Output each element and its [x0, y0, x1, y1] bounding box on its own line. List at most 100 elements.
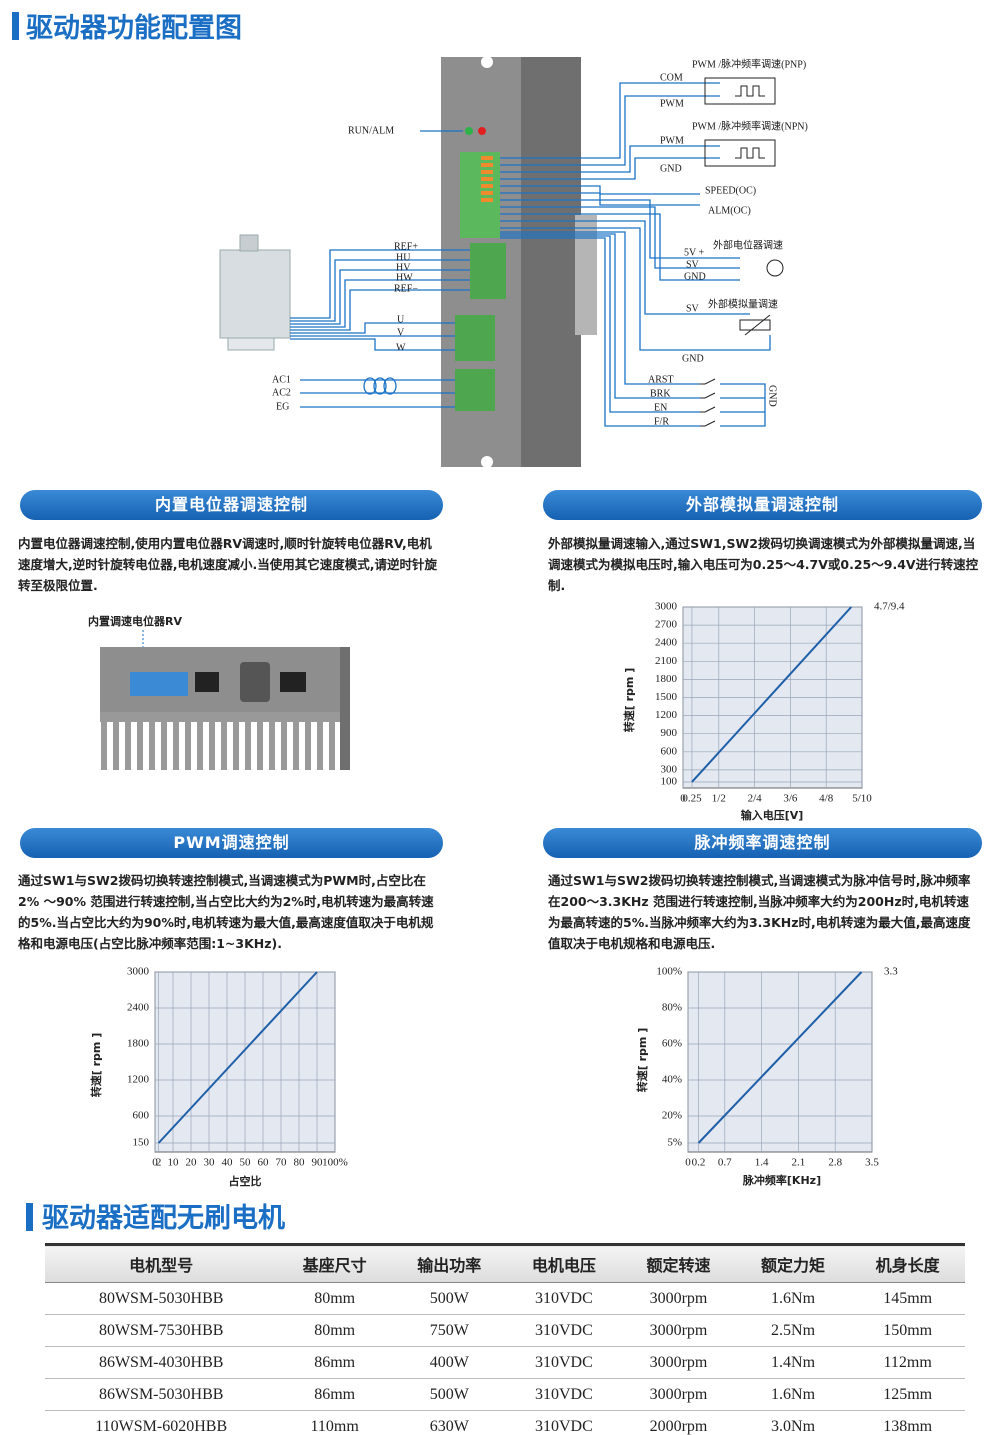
label: GND [660, 163, 682, 174]
section-text: 内置电位器调速控制,使用内置电位器RV调速时,顺时针旋转电位器RV,电机速度增大… [18, 536, 437, 593]
y-tick-label: 5% [667, 1137, 682, 1149]
table-cell: 125mm [850, 1378, 965, 1411]
label: BRK [650, 388, 671, 399]
led-green [465, 127, 473, 135]
wires [290, 82, 771, 427]
signal-icons [700, 77, 784, 427]
table-cell: 2.5Nm [735, 1314, 851, 1347]
y-axis-label: 转速[ rpm ] [622, 668, 636, 732]
x-tick-label: 80 [294, 1157, 306, 1169]
section-title: PWM调速控制 [20, 828, 443, 858]
label: W [396, 342, 406, 353]
x-tick-label: 2.1 [792, 1157, 806, 1169]
table-cell: 110mm [277, 1410, 392, 1435]
label: COM [660, 72, 683, 83]
x-tick-label: 4/8 [819, 793, 834, 805]
table-cell: 150mm [850, 1314, 965, 1347]
label: V [397, 327, 405, 338]
x-tick-label: 90 [312, 1157, 324, 1169]
table-cell: 750W [391, 1314, 507, 1347]
y-tick-label: 1800 [127, 1038, 150, 1050]
label: HU [396, 252, 411, 263]
terminal-uvw [455, 315, 495, 361]
x-tick-label: 60 [258, 1157, 270, 1169]
diagram-labels: RUN/ALM PWM /脉冲频率调速(PNP) COM PWM PWM /脉冲… [272, 57, 808, 427]
label: PWM [660, 98, 684, 109]
x-tick-label: 50 [240, 1157, 252, 1169]
table-cell: 86WSM-5030HBB [45, 1378, 278, 1411]
table-cell: 112mm [850, 1346, 965, 1379]
table-cell: 1.6Nm [735, 1282, 851, 1315]
section-text: 外部模拟量调速输入,通过SW1,SW2拨码切换调速模式为外部模拟量调速,当调速模… [548, 536, 979, 593]
x-tick-label: 70 [276, 1157, 288, 1169]
label: SV [686, 303, 700, 314]
table-cell: 400W [391, 1346, 507, 1379]
x-tick-label: 0 [680, 793, 686, 805]
section-heading: 驱动器适配无刷电机 [42, 1203, 285, 1234]
label: REF− [394, 283, 418, 294]
motor-shaft [239, 234, 259, 252]
table-cell: 80mm [277, 1282, 392, 1315]
column-header: 额定力矩 [735, 1244, 851, 1283]
x-axis-label: 脉冲频率[KHz] [742, 1173, 821, 1187]
header-row: 电机型号 基座尺寸 输出功率 电机电压 额定转速 额定力矩 机身长度 [45, 1244, 965, 1283]
y-axis-label: 转速[ rpm ] [635, 1028, 649, 1092]
table-cell: 1.4Nm [735, 1346, 851, 1379]
table-cell: 310VDC [506, 1346, 622, 1379]
y-tick-label: 2400 [655, 637, 678, 649]
y-tick-label: 1500 [655, 691, 678, 703]
section-text: 通过SW1与SW2拨码切换转速控制模式,当调速模式为脉冲信号时,脉冲频率在200… [548, 873, 971, 951]
column-header: 电机型号 [45, 1244, 278, 1283]
table-cell: 86mm [277, 1378, 392, 1411]
label: ARST [648, 374, 674, 385]
label: ALM(OC) [708, 205, 751, 216]
x-tick-label: 40 [222, 1157, 234, 1169]
terminal-pins [481, 156, 493, 202]
y-axis-label: 转速[ rpm ] [89, 1033, 103, 1097]
column-header: 基座尺寸 [277, 1244, 392, 1283]
column-header: 输出功率 [391, 1244, 507, 1283]
x-tick-label: 3/6 [783, 793, 798, 805]
x-tick-label: 100% [322, 1157, 348, 1169]
motor-body [219, 249, 291, 339]
label: 外部电位器调速 [713, 238, 783, 251]
y-tick-label: 1200 [655, 709, 678, 721]
label: AC1 [272, 374, 291, 385]
y-tick-label: 150 [133, 1137, 150, 1149]
x-axis-label: 占空比 [229, 1174, 262, 1188]
led-red [478, 127, 486, 135]
label: F/R [654, 416, 669, 427]
driver-side [521, 57, 581, 467]
label: HV [396, 262, 411, 273]
label: GND [767, 385, 778, 407]
mount-hole [481, 56, 493, 68]
table-cell: 310VDC [506, 1282, 622, 1315]
table-row: 86WSM-5030HBB 86mm 500W 310VDC 3000rpm 1.6Nm 1… [45, 1378, 965, 1411]
x-tick-label: 0 [685, 1157, 691, 1169]
label: SV [686, 259, 700, 270]
table-row: 80WSM-5030HBB 80mm 500W 310VDC 3000rpm 1.6Nm 1… [45, 1282, 965, 1315]
table-cell: 500W [391, 1378, 507, 1411]
x-tick-label: 0.7 [718, 1157, 732, 1169]
table-cell: 145mm [850, 1282, 965, 1315]
y-tick-label: 100 [661, 775, 678, 787]
y-tick-label: 300 [661, 763, 678, 775]
motor [219, 234, 291, 351]
dip-switch [195, 672, 219, 692]
column-header: 电机电压 [506, 1244, 622, 1283]
data-line [157, 971, 318, 1144]
x-tick-label: 5/10 [852, 793, 872, 805]
section-title: 内置电位器调速控制 [20, 490, 443, 520]
table-row: 86WSM-4030HBB 86mm 400W 310VDC 3000rpm 1.4Nm 1… [45, 1346, 965, 1379]
table-cell: 80mm [277, 1314, 392, 1347]
table-cell: 138mm [850, 1410, 965, 1435]
data-line [697, 971, 863, 1144]
y-tick-label: 900 [661, 727, 678, 739]
label: PWM /脉冲频率调速(NPN) [692, 119, 808, 132]
terminal-signal [460, 152, 500, 238]
x-tick-label: 2 [156, 1157, 162, 1169]
label: AC2 [272, 387, 291, 398]
table-cell: 310VDC [506, 1378, 622, 1411]
table-cell: 3000rpm [621, 1314, 736, 1347]
